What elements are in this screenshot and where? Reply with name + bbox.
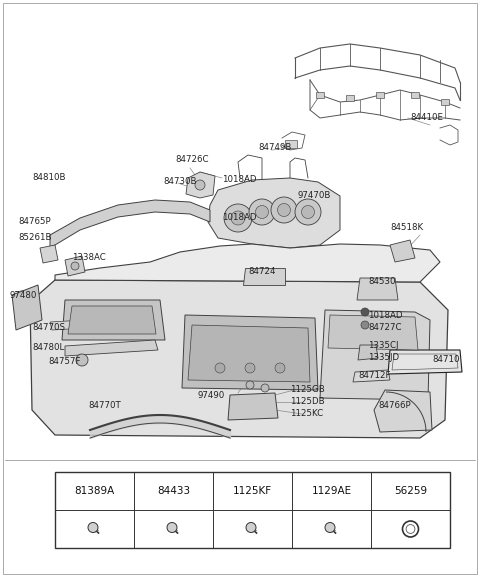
Bar: [346, 95, 354, 101]
Text: 81389A: 81389A: [74, 486, 115, 496]
Circle shape: [261, 384, 269, 392]
Circle shape: [361, 308, 369, 316]
Text: 84712F: 84712F: [358, 370, 391, 380]
Bar: [411, 92, 419, 98]
Polygon shape: [186, 172, 215, 198]
Polygon shape: [358, 345, 378, 360]
Bar: [316, 92, 324, 98]
Polygon shape: [50, 318, 122, 330]
Polygon shape: [55, 244, 440, 282]
Polygon shape: [228, 393, 278, 420]
Text: 1129AE: 1129AE: [312, 486, 351, 496]
Circle shape: [275, 363, 285, 373]
Polygon shape: [65, 256, 85, 276]
Text: 84724: 84724: [248, 268, 276, 276]
Circle shape: [301, 205, 314, 219]
Circle shape: [295, 199, 321, 225]
Polygon shape: [65, 340, 158, 356]
Bar: [55, 472, 450, 548]
Text: 84433: 84433: [157, 486, 190, 496]
Polygon shape: [68, 306, 156, 334]
Text: 1018AD: 1018AD: [222, 213, 256, 223]
Text: 84770T: 84770T: [88, 400, 121, 410]
Text: 84766P: 84766P: [378, 400, 410, 410]
Text: 84727C: 84727C: [368, 324, 401, 332]
Polygon shape: [357, 278, 398, 300]
Text: 56259: 56259: [394, 486, 427, 496]
Text: 84749B: 84749B: [258, 144, 291, 152]
Circle shape: [325, 523, 335, 533]
Text: 97470B: 97470B: [298, 192, 331, 200]
Text: 84410E: 84410E: [410, 114, 443, 122]
Bar: [285, 140, 297, 148]
Circle shape: [249, 199, 275, 225]
Polygon shape: [188, 325, 310, 382]
Polygon shape: [243, 268, 285, 285]
Circle shape: [271, 197, 297, 223]
Text: 84780L: 84780L: [32, 343, 64, 353]
Text: 1125DB: 1125DB: [290, 398, 324, 407]
Polygon shape: [12, 285, 42, 330]
Polygon shape: [40, 245, 58, 263]
Text: 84770S: 84770S: [32, 324, 65, 332]
Circle shape: [76, 354, 88, 366]
Polygon shape: [374, 390, 432, 432]
Text: 1335CJ: 1335CJ: [368, 340, 398, 350]
Text: 84726C: 84726C: [175, 155, 208, 164]
Circle shape: [246, 381, 254, 389]
Text: 84810B: 84810B: [32, 174, 65, 182]
Text: 1335JD: 1335JD: [368, 354, 399, 362]
Circle shape: [88, 523, 98, 533]
Polygon shape: [62, 300, 165, 340]
Circle shape: [245, 363, 255, 373]
Text: 84765P: 84765P: [18, 218, 50, 227]
Text: 84757F: 84757F: [48, 358, 81, 366]
Text: 84518K: 84518K: [390, 223, 423, 233]
Polygon shape: [182, 315, 318, 390]
Polygon shape: [30, 280, 448, 438]
Text: 84710: 84710: [432, 355, 459, 365]
Circle shape: [277, 204, 290, 216]
Text: 1018AD: 1018AD: [222, 175, 256, 185]
Text: 1125KC: 1125KC: [290, 410, 323, 418]
Polygon shape: [388, 350, 462, 374]
Bar: [441, 99, 449, 105]
Polygon shape: [320, 310, 430, 400]
Text: 97490: 97490: [198, 391, 225, 399]
Circle shape: [167, 523, 177, 533]
Polygon shape: [328, 315, 418, 350]
Circle shape: [255, 205, 268, 219]
Circle shape: [231, 211, 245, 225]
Polygon shape: [390, 240, 415, 262]
Text: 1018AD: 1018AD: [368, 310, 403, 320]
Polygon shape: [208, 178, 340, 248]
Circle shape: [246, 523, 256, 533]
Text: 85261B: 85261B: [18, 234, 51, 242]
Bar: [376, 92, 384, 98]
Text: 1125GB: 1125GB: [290, 385, 325, 395]
Circle shape: [71, 262, 79, 270]
Circle shape: [224, 204, 252, 232]
Text: 84730B: 84730B: [163, 178, 196, 186]
Text: 84530: 84530: [368, 278, 396, 287]
Text: 97480: 97480: [10, 290, 37, 299]
Circle shape: [195, 180, 205, 190]
Circle shape: [361, 321, 369, 329]
Polygon shape: [50, 200, 210, 248]
Polygon shape: [353, 370, 390, 382]
Circle shape: [215, 363, 225, 373]
Text: 1125KF: 1125KF: [233, 486, 272, 496]
Text: 1338AC: 1338AC: [72, 253, 106, 263]
